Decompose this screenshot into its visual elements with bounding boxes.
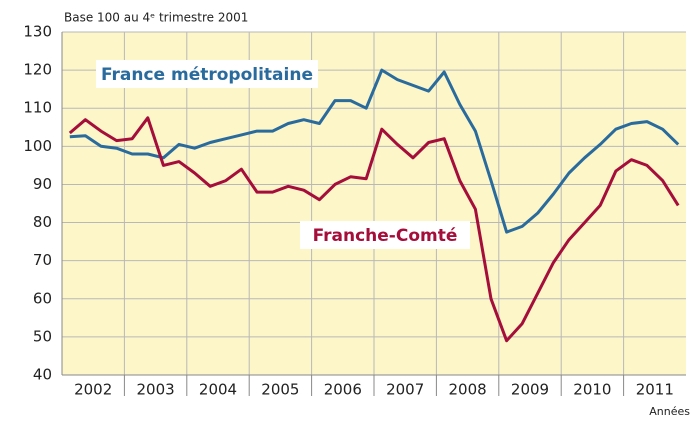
- series-line: [69, 68, 680, 234]
- y-tick-label: 120: [23, 61, 52, 79]
- x-tick-label: 2007: [386, 381, 424, 399]
- y-tick-label: 50: [33, 327, 52, 345]
- chart-subtitle: Base 100 au 4ᵉ trimestre 2001: [64, 11, 248, 25]
- x-tick-label: 2002: [74, 381, 112, 399]
- x-tick-label: 2004: [199, 381, 237, 399]
- x-axis-label: Années: [649, 405, 690, 418]
- series-line: [68, 116, 680, 343]
- legend-box: [96, 60, 318, 88]
- y-tick-label: 100: [23, 137, 52, 155]
- y-tick-label: 80: [33, 213, 52, 231]
- y-tick-label: 110: [23, 99, 52, 117]
- y-tick-label: 90: [33, 175, 52, 193]
- x-tick-label: 2003: [137, 381, 175, 399]
- y-tick-label: 40: [33, 366, 52, 384]
- x-tick-label: 2011: [636, 381, 674, 399]
- y-tick-label: 70: [33, 251, 52, 269]
- x-tick-label: 2006: [324, 381, 362, 399]
- legend-label: France métropolitaine: [101, 65, 313, 85]
- x-tick-label: 2010: [573, 381, 611, 399]
- legend-box: [300, 221, 470, 249]
- y-tick-label: 60: [33, 289, 52, 307]
- y-tick-label: 130: [23, 23, 52, 41]
- x-tick-label: 2005: [261, 381, 299, 399]
- x-tick-label: 2008: [449, 381, 487, 399]
- x-tick-label: 2009: [511, 381, 549, 399]
- legend-label: Franche-Comté: [313, 226, 458, 246]
